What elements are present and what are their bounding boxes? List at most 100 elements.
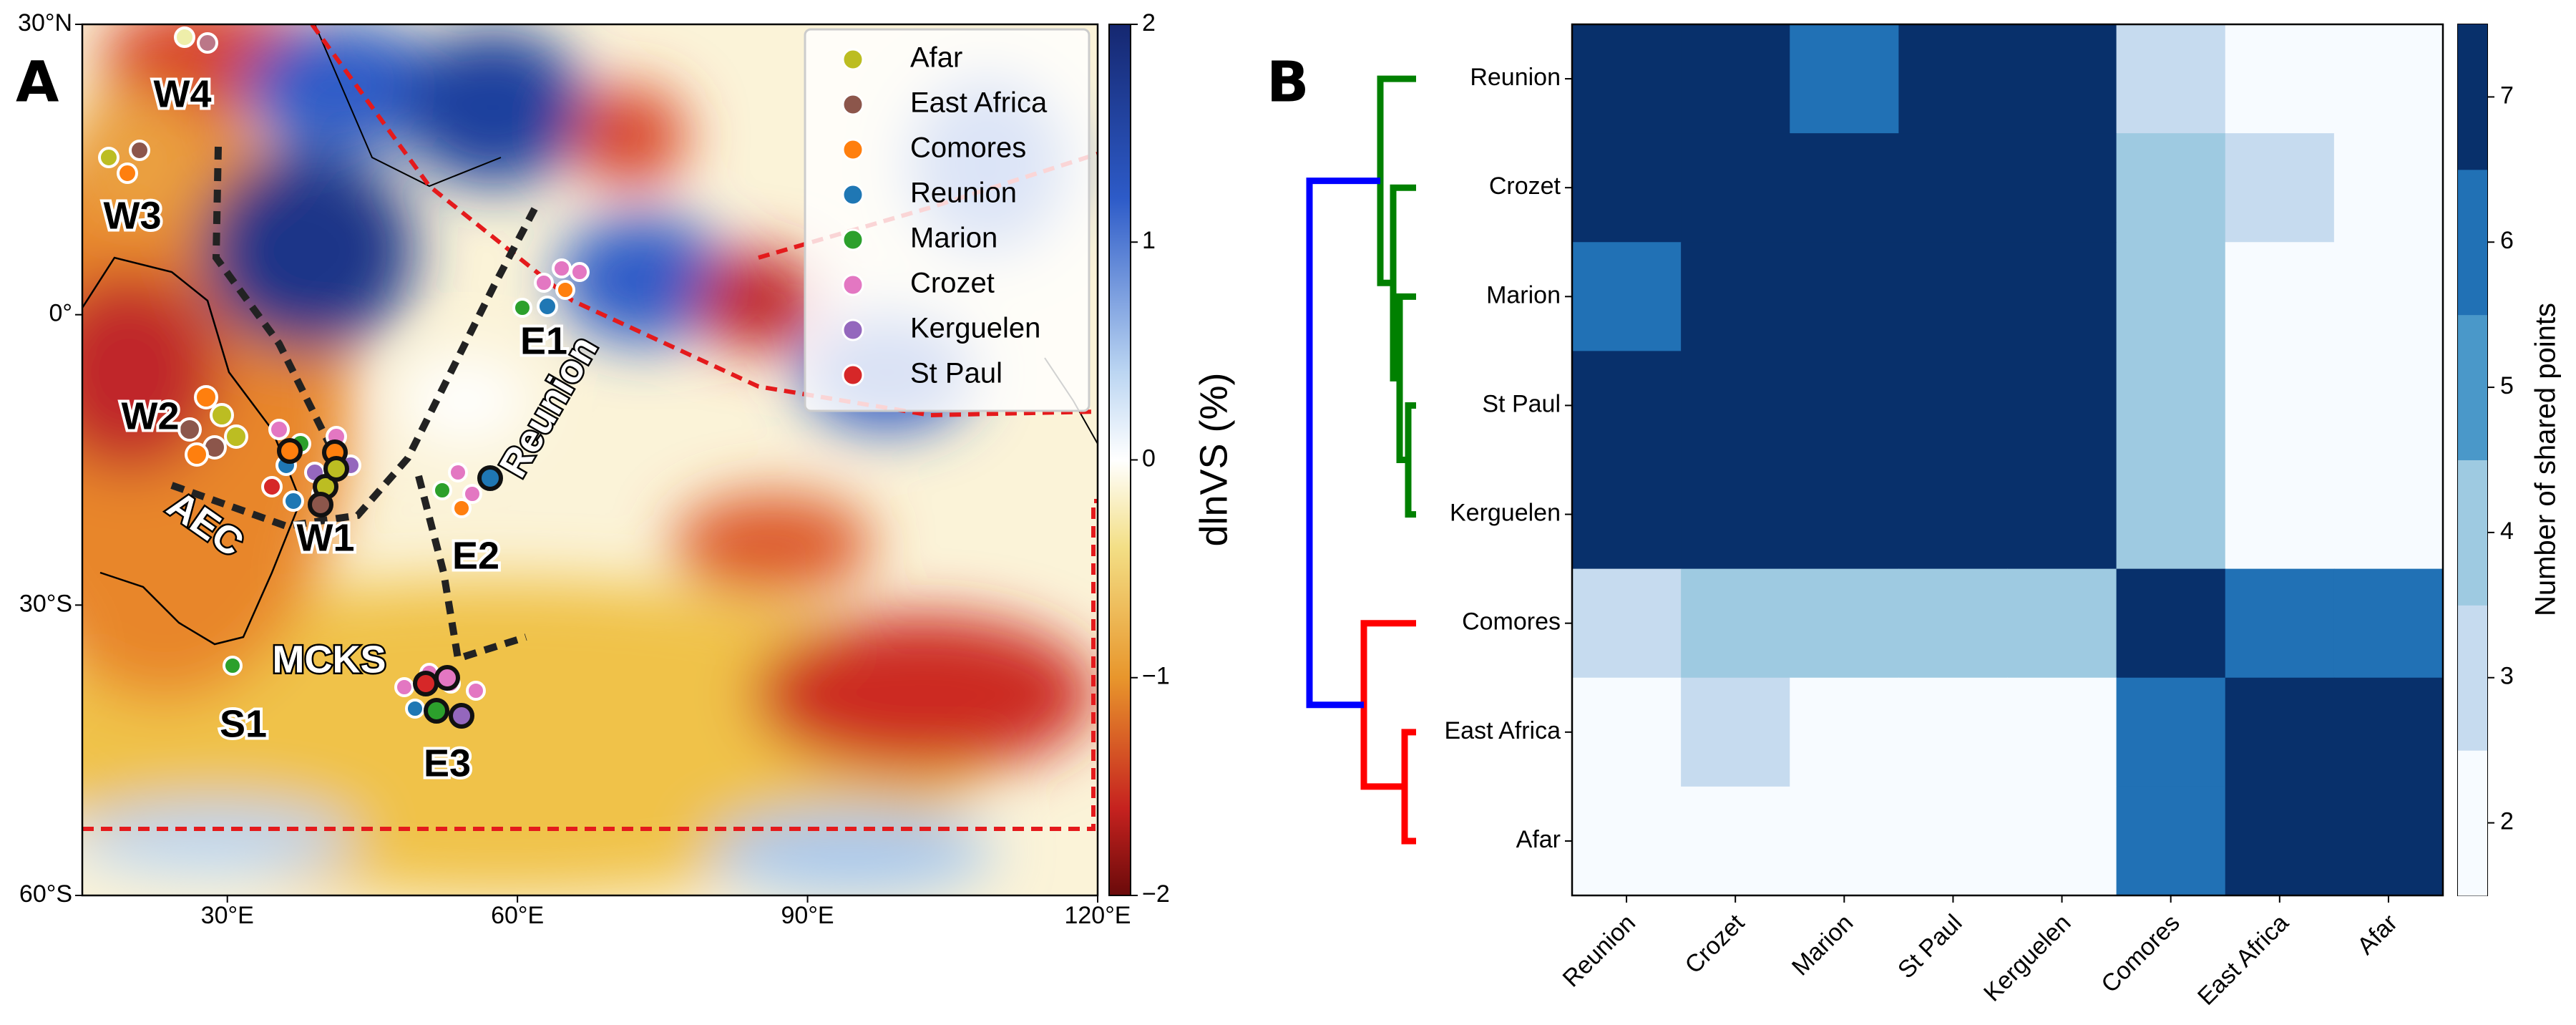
heatmap-cell <box>1681 677 1790 787</box>
y-tick-label: 30°S <box>19 590 72 617</box>
row-label: Kerguelen <box>1450 500 1561 527</box>
legend-label: Marion <box>910 223 997 254</box>
heatmap-cell <box>1572 677 1682 787</box>
colorbar-level <box>2458 460 2487 606</box>
heatmap-cell <box>1898 24 2008 134</box>
y-tick-label: 60°S <box>19 880 72 908</box>
heatmap-cell <box>2007 786 2117 896</box>
heatmap-cell <box>1681 460 1790 570</box>
x-tick-label: 90°E <box>781 902 834 929</box>
colorbar-tick-label: 5 <box>2500 372 2514 399</box>
legend-label: East Africa <box>910 87 1048 119</box>
dendrogram-link <box>1401 729 1416 845</box>
heatmap-cell <box>2333 786 2444 896</box>
colorbar-tick-label: 1 <box>1142 227 1156 254</box>
heatmap-frame <box>1571 23 2444 897</box>
map-annotation: E3 <box>424 742 471 784</box>
row-label: Afar <box>1516 826 1561 853</box>
heatmap-cell <box>2225 786 2335 896</box>
panel-label: B <box>1267 50 1309 115</box>
colorbar-tick-label: −2 <box>1142 880 1170 908</box>
heatmap-cell <box>2333 24 2444 134</box>
column-label: East Africa <box>2192 909 2294 1011</box>
heatmap-cell <box>2007 677 2117 787</box>
heatmap-cell <box>2116 460 2226 570</box>
x-tick-label: 120°E <box>1064 902 1131 929</box>
legend-marker <box>841 48 864 71</box>
heatmap-cell <box>1790 568 1899 679</box>
colorbar-tick-label: 3 <box>2500 663 2514 690</box>
map-annotation: E1 <box>520 319 567 362</box>
dendrogram <box>1306 75 1416 845</box>
map-annotation: W3 <box>104 194 162 237</box>
heatmap-cell <box>2225 24 2335 134</box>
heatmap-cell <box>2225 677 2335 787</box>
heatmap-cell <box>1572 133 1682 243</box>
heatmap-cell <box>1681 24 1790 134</box>
heatmap-cell <box>2333 460 2444 570</box>
heatmap-cell <box>1572 568 1682 679</box>
heatmap-cell <box>1790 351 1899 460</box>
heatmap-cell <box>2333 133 2444 243</box>
row-label: Reunion <box>1470 64 1561 91</box>
map-frame <box>81 23 1099 897</box>
map-annotation: W1 <box>297 516 355 559</box>
map-annotation: W4 <box>154 72 212 115</box>
legend-marker <box>841 228 864 251</box>
heatmap-cell <box>1681 568 1790 679</box>
heatmap-cell <box>1572 460 1682 570</box>
colorbar-tick-label: 4 <box>2500 518 2514 545</box>
colorbar-label: dlnVS (%) <box>1192 372 1235 546</box>
colorbar-tick-label: 2 <box>2500 808 2514 835</box>
colorbar-level <box>2458 605 2487 751</box>
heatmap-cell <box>2225 460 2335 570</box>
heatmap-cell <box>1681 133 1790 243</box>
map-annotation: MCKS <box>273 638 386 681</box>
heatmap-cell <box>1572 786 1682 896</box>
colorbar-label: Number of shared points <box>2530 303 2562 616</box>
column-label: St Paul <box>1893 909 1967 983</box>
heatmap-cell <box>2007 133 2117 243</box>
x-tick-label: 60°E <box>491 902 544 929</box>
legend-marker <box>841 183 864 206</box>
heatmap-cell <box>2116 677 2226 787</box>
colorbar-tick-label: 2 <box>1142 9 1156 37</box>
colorbar-tick-label: 6 <box>2500 227 2514 254</box>
heatmap-cell <box>2116 351 2226 460</box>
heatmap-cell <box>2116 242 2226 351</box>
legend-marker <box>841 319 864 341</box>
heatmap-cell <box>1790 677 1899 787</box>
heatmap-cell <box>1898 786 2008 896</box>
dendrogram-link <box>1360 620 1416 790</box>
legend-box <box>804 28 1091 412</box>
legend-marker <box>841 93 864 116</box>
row-label: Crozet <box>1489 173 1561 200</box>
heatmap-cell <box>2116 786 2226 896</box>
heatmap-cell <box>2007 351 2117 460</box>
heatmap-cell <box>2007 568 2117 679</box>
x-tick-label: 30°E <box>201 902 254 929</box>
legend-label: Comores <box>910 132 1026 164</box>
heatmap-cell <box>2116 133 2226 243</box>
column-label: Afar <box>2352 909 2403 960</box>
heatmap-cell <box>2007 242 2117 351</box>
column-label: Kerguelen <box>1979 909 2076 1006</box>
heatmap-cell <box>1790 24 1899 134</box>
row-label: Comores <box>1462 608 1561 636</box>
heatmap-cell <box>1681 351 1790 460</box>
column-label: Marion <box>1787 909 1858 981</box>
legend-label: Kerguelen <box>910 313 1040 344</box>
heatmap-cell <box>2116 24 2226 134</box>
heatmap-cell <box>2225 242 2335 351</box>
colorbar <box>1108 24 1131 896</box>
heatmap-cell <box>1898 677 2008 787</box>
heatmap-cell <box>2333 351 2444 460</box>
colorbar-level <box>2458 24 2487 170</box>
map-annotation: S1 <box>220 702 267 745</box>
legend-marker <box>841 273 864 296</box>
y-tick-label: 30°N <box>18 9 72 37</box>
heatmap-cell <box>1572 351 1682 460</box>
legend-marker <box>841 138 864 161</box>
map-annotation: W2 <box>122 394 180 437</box>
